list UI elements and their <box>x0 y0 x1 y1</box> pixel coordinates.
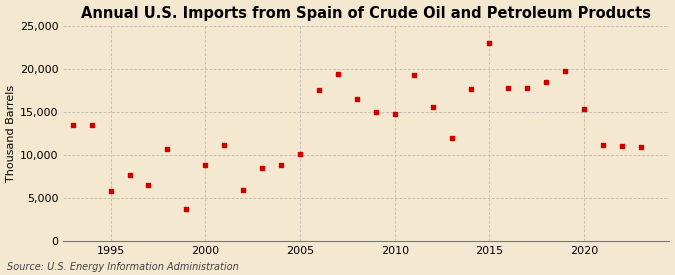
Y-axis label: Thousand Barrels: Thousand Barrels <box>5 85 16 182</box>
Point <box>333 72 344 76</box>
Point <box>503 86 514 90</box>
Point <box>598 143 609 148</box>
Point <box>314 88 325 93</box>
Point <box>522 86 533 90</box>
Point <box>143 183 154 187</box>
Point <box>484 41 495 45</box>
Point <box>389 112 400 117</box>
Text: Source: U.S. Energy Information Administration: Source: U.S. Energy Information Administ… <box>7 262 238 272</box>
Point <box>352 97 362 101</box>
Point <box>219 142 230 147</box>
Point <box>541 79 551 84</box>
Point <box>636 145 647 149</box>
Point <box>275 163 286 167</box>
Point <box>560 68 570 73</box>
Point <box>408 73 419 77</box>
Point <box>371 110 381 114</box>
Point <box>238 188 248 192</box>
Point <box>256 166 267 170</box>
Point <box>86 123 97 127</box>
Point <box>446 136 457 140</box>
Point <box>105 189 116 193</box>
Point <box>162 147 173 151</box>
Point <box>465 86 476 91</box>
Point <box>124 172 135 177</box>
Point <box>294 152 305 156</box>
Title: Annual U.S. Imports from Spain of Crude Oil and Petroleum Products: Annual U.S. Imports from Spain of Crude … <box>81 6 651 21</box>
Point <box>578 107 589 111</box>
Point <box>181 207 192 211</box>
Point <box>427 104 438 109</box>
Point <box>68 123 78 127</box>
Point <box>200 163 211 167</box>
Point <box>617 144 628 148</box>
